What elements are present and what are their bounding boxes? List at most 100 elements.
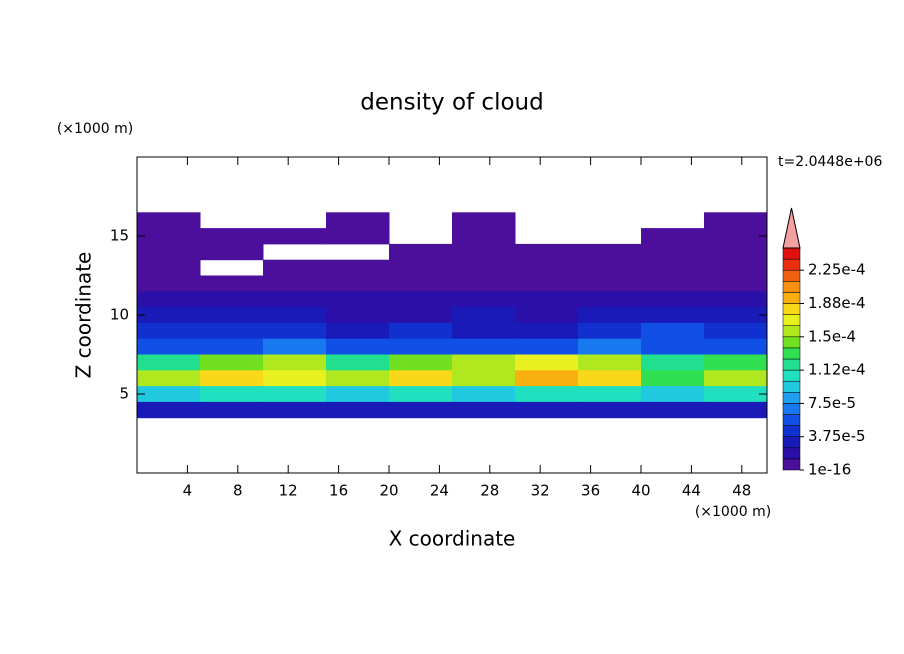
y-axis-label: Z coordinate [72, 252, 96, 379]
contour-cell [578, 243, 642, 261]
contour-cell [326, 338, 390, 355]
contour-cell [641, 228, 705, 245]
contour-cell [578, 386, 642, 403]
contour-cell [200, 338, 264, 355]
contour-cell [326, 322, 390, 340]
colorbar-band [782, 403, 801, 415]
x-tick-label: 44 [682, 482, 701, 500]
contour-cell [704, 338, 768, 355]
contour-cell [578, 291, 642, 308]
contour-cell [452, 275, 516, 292]
contour-cell [704, 243, 768, 261]
colorbar-band [782, 414, 801, 426]
contour-cell [263, 370, 327, 387]
colorbar-band [782, 392, 801, 404]
x-tick-label: 24 [430, 482, 449, 500]
contour-cell [137, 259, 201, 276]
contour-cell [137, 354, 201, 371]
contour-cell [137, 401, 201, 419]
x-tick-label: 32 [531, 482, 550, 500]
contour-cell [578, 322, 642, 340]
contour-cell [326, 370, 390, 387]
contour-cell [137, 212, 201, 229]
contour-cell [515, 307, 579, 324]
contour-cell [704, 354, 768, 371]
contour-cell [389, 401, 453, 419]
contour-cell [515, 401, 579, 419]
contour-cell [641, 354, 705, 371]
x-tick-label: 12 [279, 482, 298, 500]
contour-cell [389, 307, 453, 324]
contour-cell [452, 259, 516, 276]
contour-cell [704, 275, 768, 292]
contour-cell [326, 401, 390, 419]
contour-cell [326, 386, 390, 403]
colorbar-band [782, 358, 801, 371]
contour-cell [263, 307, 327, 324]
contour-cell [704, 322, 768, 340]
contour-cell [137, 291, 201, 308]
contour-cell [515, 275, 579, 292]
contour-cell [641, 401, 705, 419]
x-tick-label: 8 [233, 482, 243, 500]
contour-cell [200, 243, 264, 261]
contour-cell [137, 307, 201, 324]
contour-cell [200, 291, 264, 308]
contour-cell [452, 322, 516, 340]
colorbar-band [782, 292, 801, 304]
colorbar-band [782, 303, 801, 315]
contour-cell [452, 228, 516, 245]
colorbar-label: 1.5e-4 [808, 327, 856, 345]
x-axis-label: X coordinate [389, 527, 516, 551]
contour-cell [263, 386, 327, 403]
contour-cell [641, 275, 705, 292]
contour-cell [389, 386, 453, 403]
contour-cell [389, 338, 453, 355]
contour-cell [263, 291, 327, 308]
contour-cell [578, 307, 642, 324]
y-unit: (×1000 m) [57, 121, 133, 137]
contour-cell [452, 354, 516, 371]
colorbar-label: 1e-16 [808, 461, 851, 479]
contour-cell [704, 259, 768, 276]
colorbar-band [782, 458, 801, 471]
contour-cell [641, 259, 705, 276]
colorbar-band [782, 247, 801, 260]
contour-cell [515, 370, 579, 387]
contour-cell [641, 307, 705, 324]
contour-cell [641, 386, 705, 403]
contour-cell [263, 228, 327, 245]
x-tick-label: 40 [631, 482, 650, 500]
colorbar-label: 3.75e-5 [808, 427, 866, 445]
contour-cell [389, 243, 453, 261]
contour-cell [578, 338, 642, 355]
contour-cell [200, 354, 264, 371]
contour-cell [137, 370, 201, 387]
x-tick-label: 16 [329, 482, 348, 500]
contour-cell [452, 386, 516, 403]
contour-cell [389, 291, 453, 308]
contour-cell [200, 307, 264, 324]
colorbar-band [782, 425, 801, 437]
x-tick-label: 48 [732, 482, 751, 500]
colorbar-band [782, 380, 801, 393]
colorbar-band [782, 336, 801, 349]
colorbar-band [782, 314, 801, 326]
chart-title: density of cloud [360, 90, 543, 116]
colorbar-extend [782, 207, 801, 249]
contour-cell [641, 322, 705, 340]
contour-cell [263, 322, 327, 340]
contour-cell [641, 370, 705, 387]
contour-cell [452, 291, 516, 308]
contour-cell [452, 243, 516, 261]
contour-cell [137, 386, 201, 403]
contour-cell [515, 354, 579, 371]
colorbar-band [782, 269, 801, 282]
contour-cell [263, 338, 327, 355]
contour-cell [200, 322, 264, 340]
contour-cell [578, 370, 642, 387]
contour-cell [137, 322, 201, 340]
contour-cell [137, 275, 201, 292]
x-unit: (×1000 m) [695, 504, 771, 520]
contour-cell [326, 228, 390, 245]
